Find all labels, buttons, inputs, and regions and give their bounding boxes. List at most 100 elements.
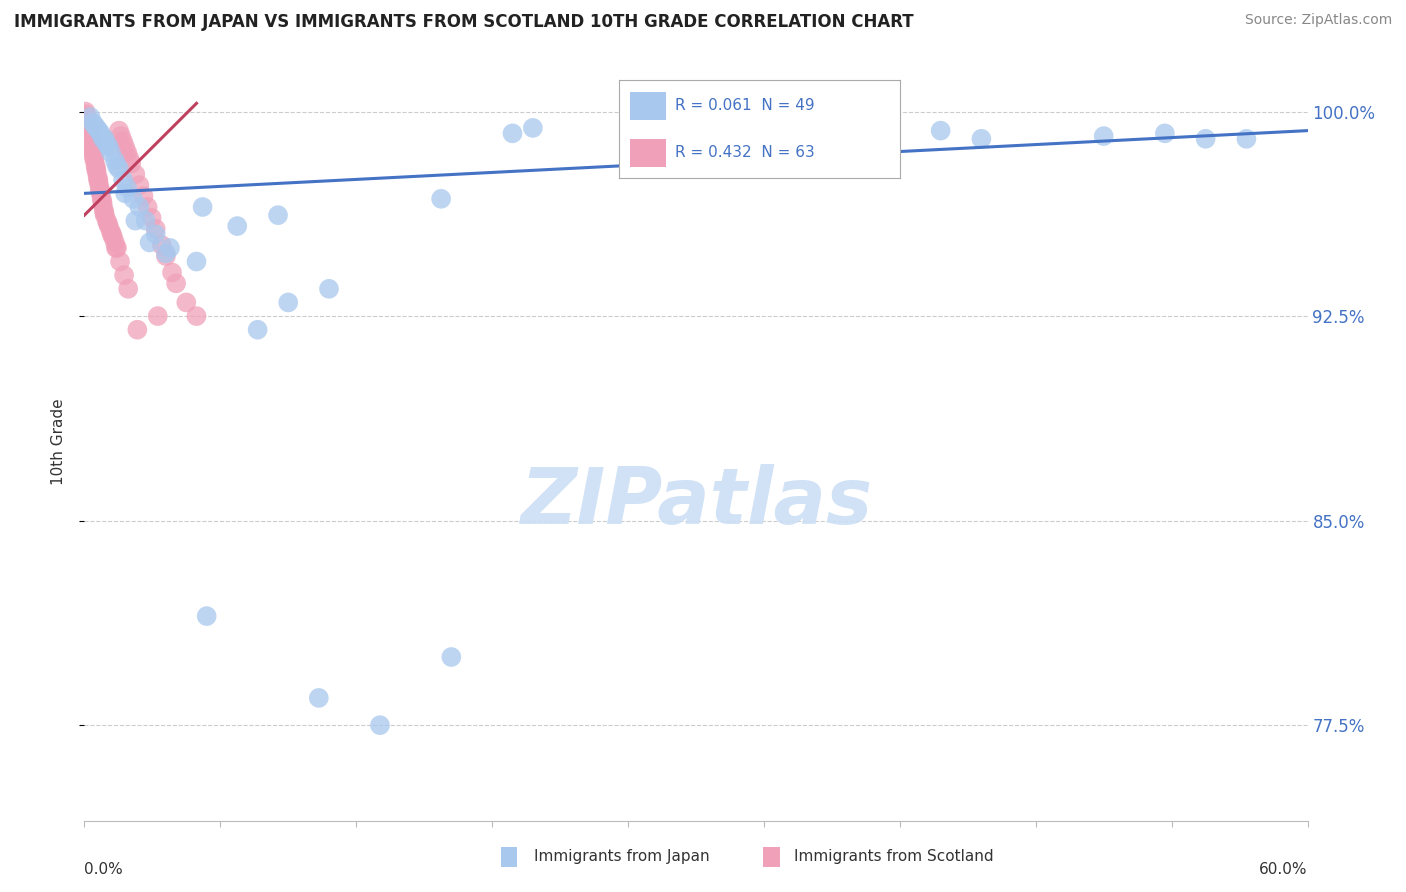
Point <box>848 129 870 144</box>
Point <box>1092 129 1115 144</box>
Point <box>91 194 114 209</box>
Point <box>117 282 139 296</box>
Point <box>84 159 107 173</box>
Point <box>277 295 299 310</box>
Point <box>267 208 290 222</box>
Text: R = 0.432  N = 63: R = 0.432 N = 63 <box>675 145 814 161</box>
Point <box>124 167 146 181</box>
Point <box>76 115 98 129</box>
Point <box>1195 132 1218 146</box>
Point <box>80 137 103 152</box>
Point <box>101 227 124 242</box>
Point <box>87 123 110 137</box>
Point <box>124 213 146 227</box>
Point <box>970 132 993 146</box>
Point <box>108 161 131 176</box>
Point <box>308 690 330 705</box>
Point <box>226 219 249 233</box>
Point <box>79 110 101 124</box>
Point <box>135 213 157 227</box>
Point <box>104 241 127 255</box>
Point <box>159 241 181 255</box>
Point <box>136 200 159 214</box>
Point <box>83 153 105 168</box>
Point <box>104 153 127 168</box>
Point <box>100 225 122 239</box>
Bar <box>630 92 666 120</box>
Point <box>145 227 167 242</box>
Point <box>100 145 122 160</box>
Text: IMMIGRANTS FROM JAPAN VS IMMIGRANTS FROM SCOTLAND 10TH GRADE CORRELATION CHART: IMMIGRANTS FROM JAPAN VS IMMIGRANTS FROM… <box>14 13 914 31</box>
Text: Immigrants from Scotland: Immigrants from Scotland <box>794 849 994 863</box>
Point <box>155 246 177 260</box>
Point <box>101 230 124 244</box>
Point <box>79 126 101 140</box>
Point <box>318 282 340 296</box>
Point <box>87 176 110 190</box>
Point <box>86 120 108 135</box>
Text: 0.0%: 0.0% <box>84 862 124 877</box>
Point <box>368 718 391 732</box>
Point <box>82 115 104 129</box>
Point <box>1236 132 1258 146</box>
Point <box>120 156 142 170</box>
Point <box>115 145 138 160</box>
Point <box>127 323 149 337</box>
Point <box>787 132 810 146</box>
Point <box>97 219 120 233</box>
Point <box>75 107 97 121</box>
Point <box>132 189 155 203</box>
Point <box>108 123 131 137</box>
Point <box>195 609 218 624</box>
Point <box>155 249 177 263</box>
Point <box>82 143 104 157</box>
Point <box>93 205 115 219</box>
Point <box>145 222 167 236</box>
Point <box>128 200 150 214</box>
Point <box>97 216 120 230</box>
Point <box>105 159 128 173</box>
Point <box>97 140 120 154</box>
Text: ZIPatlas: ZIPatlas <box>520 464 872 541</box>
Point <box>87 172 110 186</box>
Point <box>86 169 108 184</box>
Point <box>108 254 131 268</box>
Point <box>90 126 112 140</box>
Point <box>114 186 136 201</box>
Point <box>77 120 100 135</box>
Point <box>118 151 141 165</box>
Point <box>75 110 97 124</box>
Point <box>83 151 105 165</box>
Point <box>114 140 136 154</box>
Point <box>440 650 463 665</box>
Point <box>165 277 187 291</box>
Point <box>79 132 101 146</box>
Point <box>1154 126 1177 140</box>
Point <box>128 178 150 193</box>
Point <box>77 118 100 132</box>
Point <box>96 137 118 152</box>
Text: R = 0.061  N = 49: R = 0.061 N = 49 <box>675 98 814 113</box>
Point <box>430 192 453 206</box>
Point <box>122 192 145 206</box>
Point <box>112 172 135 186</box>
Point <box>82 140 104 154</box>
Point <box>138 235 160 250</box>
Point <box>191 200 214 214</box>
Point <box>186 309 208 323</box>
Point <box>93 132 115 146</box>
Point <box>115 181 138 195</box>
Point <box>112 268 135 282</box>
Point <box>644 118 666 132</box>
Point <box>146 309 169 323</box>
Point <box>141 211 163 225</box>
Point <box>83 118 105 132</box>
Point <box>112 135 135 149</box>
Point <box>84 161 107 176</box>
Point <box>160 265 183 279</box>
Point <box>91 197 114 211</box>
Point <box>186 254 208 268</box>
Text: Immigrants from Japan: Immigrants from Japan <box>534 849 710 863</box>
Point <box>665 126 688 140</box>
Point <box>90 186 112 201</box>
